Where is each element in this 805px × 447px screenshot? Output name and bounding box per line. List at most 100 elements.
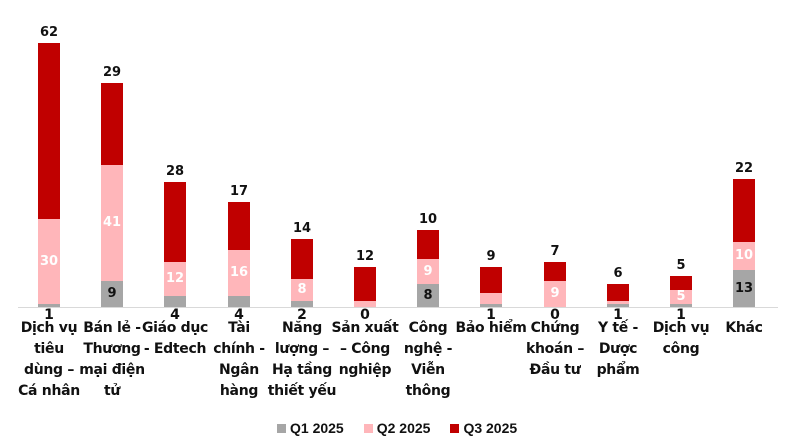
category-label: Khác	[725, 320, 763, 336]
category-label: Tài chính - Ngân hàng	[213, 320, 265, 399]
bar-segment-q1	[228, 295, 250, 307]
category-label: Sản xuất – Công nghiệp	[331, 320, 399, 378]
bar-segment-q3	[101, 82, 123, 165]
bar-segment-q1	[38, 304, 60, 307]
data-label-q3: 10	[418, 212, 438, 228]
data-label-q2: 8	[297, 281, 307, 297]
data-label-q1: 0	[550, 307, 560, 323]
bar-segment-q2	[417, 258, 439, 285]
data-label-q2: 10	[734, 247, 754, 263]
legend-label-q3: Q3 2025	[463, 420, 518, 436]
data-label-q1: 1	[44, 307, 54, 323]
data-label-q2: 41	[102, 215, 122, 231]
bar-segment-q2	[670, 289, 692, 305]
bar-group: 149	[480, 0, 502, 447]
data-label-q1: 1	[676, 307, 686, 323]
category-label: Giáo dục - Edtech	[141, 320, 209, 357]
data-label-q3: 29	[102, 64, 122, 80]
data-label-q1: 0	[360, 307, 370, 323]
legend-swatch-q1	[277, 423, 286, 433]
bar-segment-q3	[291, 238, 313, 279]
data-label-q1: 4	[170, 307, 180, 323]
data-label-q1: 1	[486, 307, 496, 323]
category-label: Y tế - Dược phẩm	[596, 320, 640, 378]
bar-segment-q1	[480, 304, 502, 307]
bar-group: 1 5 5	[670, 0, 692, 447]
bar-segment-q2	[164, 261, 186, 296]
legend-swatch-q3	[450, 423, 460, 433]
bar-segment-q3	[228, 201, 250, 251]
data-label-q3: 12	[355, 249, 375, 265]
bar-group: 0 9 7	[544, 0, 566, 447]
bar-segment-q3	[354, 267, 376, 302]
bar-group: 4 16 17	[228, 0, 250, 447]
bar-segment-q1	[291, 301, 313, 307]
data-label-q2: 12	[165, 270, 185, 286]
data-label-q1: 13	[734, 280, 754, 296]
bar-segment-q3	[480, 267, 502, 293]
bar-group: 0212	[354, 0, 376, 447]
bar-segment-q2	[38, 218, 60, 305]
bar-segment-q3	[544, 261, 566, 282]
data-label-q1: 8	[423, 287, 433, 303]
bar-segment-q2	[354, 301, 376, 307]
data-label-q3: 6	[613, 266, 623, 282]
bar-segment-q1	[417, 284, 439, 307]
bar-segment-q2	[544, 281, 566, 307]
legend-item-q3: Q3 2025	[450, 420, 517, 436]
legend-swatch-q2	[363, 423, 373, 433]
bar-group: 13 10 22	[733, 0, 755, 447]
bar-segment-q3	[670, 275, 692, 290]
bar-segment-q3	[607, 284, 629, 302]
data-label-q2: 5	[676, 289, 686, 305]
data-label-q3: 14	[292, 220, 312, 236]
bar-group: 8 9 10	[417, 0, 439, 447]
x-axis-line	[18, 307, 778, 308]
bar-segment-q2	[291, 278, 313, 302]
data-label-q2: 16	[229, 264, 249, 280]
data-label-q2: 30	[39, 253, 59, 269]
bar-segment-q3	[164, 182, 186, 262]
legend-item-q1: Q1 2025	[277, 420, 344, 436]
bar-segment-q3	[733, 179, 755, 242]
data-label-q1: 2	[297, 307, 307, 323]
data-label-q1: 9	[107, 286, 117, 302]
data-label-q2: 9	[423, 263, 433, 279]
data-label-q1: 4	[234, 307, 244, 323]
data-label-q3: 5	[676, 257, 686, 273]
legend-label-q2: Q2 2025	[376, 420, 431, 436]
bar-segment-q2	[733, 241, 755, 271]
bar-segment-q1	[101, 281, 123, 307]
data-label-q2: 9	[550, 286, 560, 302]
data-label-q3: 9	[486, 249, 496, 265]
data-label-q3: 22	[734, 161, 754, 177]
legend: Q1 2025 Q2 2025 Q3 2025	[277, 420, 517, 436]
bar-segment-q3	[38, 42, 60, 219]
bar-segment-q1	[670, 304, 692, 307]
bar-segment-q2	[228, 250, 250, 296]
legend-item-q2: Q2 2025	[363, 420, 431, 436]
bar-segment-q1	[733, 270, 755, 307]
category-label: Chứng khoán – Đầu tư	[525, 320, 585, 378]
category-label: Bảo hiểm	[455, 320, 527, 336]
category-label: Công nghệ - Viễn thông	[403, 320, 453, 399]
bar-segment-q1	[607, 304, 629, 307]
category-label: Dịch vụ công	[652, 320, 710, 357]
data-label-q3: 7	[550, 243, 560, 259]
bar-segment-q3	[417, 230, 439, 259]
data-label-q1: 1	[613, 307, 623, 323]
bar-segment-q2	[480, 292, 502, 305]
bar-segment-q2	[101, 165, 123, 282]
category-label: Năng lượng – Hạ tầng thiết yếu	[267, 320, 337, 399]
bar-group: 116	[607, 0, 629, 447]
category-label: Dịch vụ tiêu dùng – Cá nhân	[18, 320, 80, 399]
bar-segment-q1	[164, 295, 186, 307]
bar-segment-q2	[607, 301, 629, 305]
data-label-q3: 17	[229, 183, 249, 199]
bar-group: 4 12 28	[164, 0, 186, 447]
legend-label-q1: Q1 2025	[290, 420, 344, 436]
data-label-q3: 62	[39, 24, 59, 40]
bar-group: 2 8 14	[291, 0, 313, 447]
category-label: Bán lẻ - Thương mại điện tử	[79, 320, 145, 399]
